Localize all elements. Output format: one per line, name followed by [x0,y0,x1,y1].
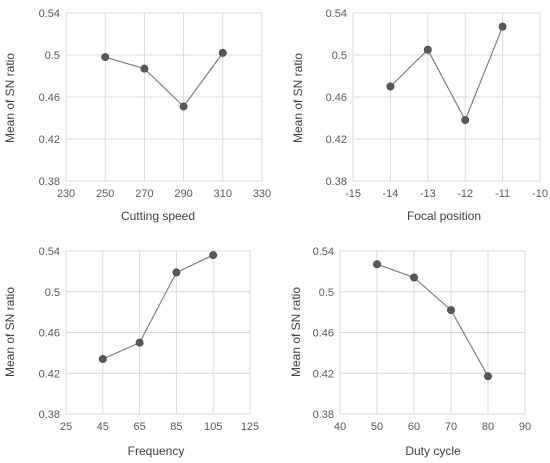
y-tick-label: 0.54 [313,246,334,258]
y-tick-label: 0.46 [326,92,347,104]
y-tick-label: 0.5 [45,50,60,62]
data-point [179,102,188,111]
x-tick-label: 125 [241,421,259,433]
plot-area-border [65,12,263,182]
y-tick-label: 0.42 [326,134,347,146]
data-point [209,251,218,260]
x-tick-label: 310 [214,188,232,200]
x-axis-title: Frequency [128,444,185,458]
y-tick-label: 0.5 [45,287,60,299]
y-axis-title: Mean of SN ratio [3,287,17,377]
data-point [98,354,107,363]
y-tick-label: 0.38 [326,176,347,188]
chart-panel-focal-position: Mean of SN ratio Focal position 0.38 0.42… [291,8,548,223]
y-axis-title: Mean of SN ratio [291,53,305,143]
x-tick-label: 80 [482,421,494,433]
y-tick-label: 0.38 [313,409,334,421]
y-tick-label: 0.5 [332,50,347,62]
data-point [135,338,144,347]
x-tick-label: 250 [96,188,114,200]
x-tick-label: 60 [408,421,420,433]
x-axis-title: Cutting speed [121,209,195,223]
y-tick-label: 0.46 [39,328,60,340]
plot-area-border [339,250,526,415]
series-line [102,254,214,360]
data-point [461,116,470,125]
x-tick-label: 85 [170,421,182,433]
y-tick-label: 0.46 [39,92,60,104]
data-point [140,64,149,73]
x-axis-title: Duty cycle [405,444,461,458]
y-tick-label: 0.54 [326,8,347,20]
chart-panel-duty-cycle: Mean of SN ratio Duty cycle 0.38 0.42 0.46… [289,246,531,458]
y-axis-title: Mean of SN ratio [3,53,17,143]
x-tick-label: 330 [253,188,271,200]
x-tick-label: 105 [204,421,222,433]
x-tick-label: 25 [60,421,72,433]
data-point [423,45,432,54]
plot-area-border [65,250,251,415]
x-tick-label: 90 [519,421,531,433]
x-tick-label: -12 [457,188,473,200]
series-line [389,26,504,122]
y-axis-title: Mean of SN ratio [289,287,303,377]
x-tick-label: 50 [371,421,383,433]
x-tick-label: -10 [532,188,548,200]
data-point [172,268,181,277]
x-tick-label: 45 [97,421,109,433]
y-tick-label: 0.38 [39,409,60,421]
y-tick-label: 0.42 [313,368,334,380]
x-tick-label: -14 [382,188,398,200]
data-point [386,82,395,91]
chart-panel-cutting-speed: Mean of SN ratio Cutting speed 0.38 0.42 0… [3,8,271,223]
y-tick-label: 0.54 [39,8,60,20]
data-point [446,306,455,315]
chart-panel-frequency: Mean of SN ratio Frequency 0.38 0.42 0.46 0… [3,246,259,458]
y-tick-label: 0.42 [39,134,60,146]
x-tick-label: -11 [495,188,510,200]
data-point [498,22,507,31]
x-tick-label: 230 [57,188,75,200]
series-line [376,263,489,377]
x-tick-label: -15 [345,188,361,200]
plot-area-border [352,12,541,182]
x-axis-title: Focal position [407,209,481,223]
series-line [105,52,224,108]
x-tick-label: 290 [174,188,192,200]
y-tick-label: 0.38 [39,176,60,188]
x-tick-label: 70 [445,421,457,433]
y-tick-label: 0.5 [319,287,334,299]
data-point [409,273,418,282]
y-tick-label: 0.46 [313,328,334,340]
data-point [218,48,227,57]
x-tick-label: 270 [135,188,153,200]
x-tick-label: 65 [133,421,145,433]
y-tick-label: 0.54 [39,246,60,258]
data-point [372,260,381,269]
x-tick-label: 40 [334,421,346,433]
data-point [101,53,110,62]
data-point [483,372,492,381]
x-tick-label: -13 [420,188,436,200]
y-tick-label: 0.42 [39,368,60,380]
